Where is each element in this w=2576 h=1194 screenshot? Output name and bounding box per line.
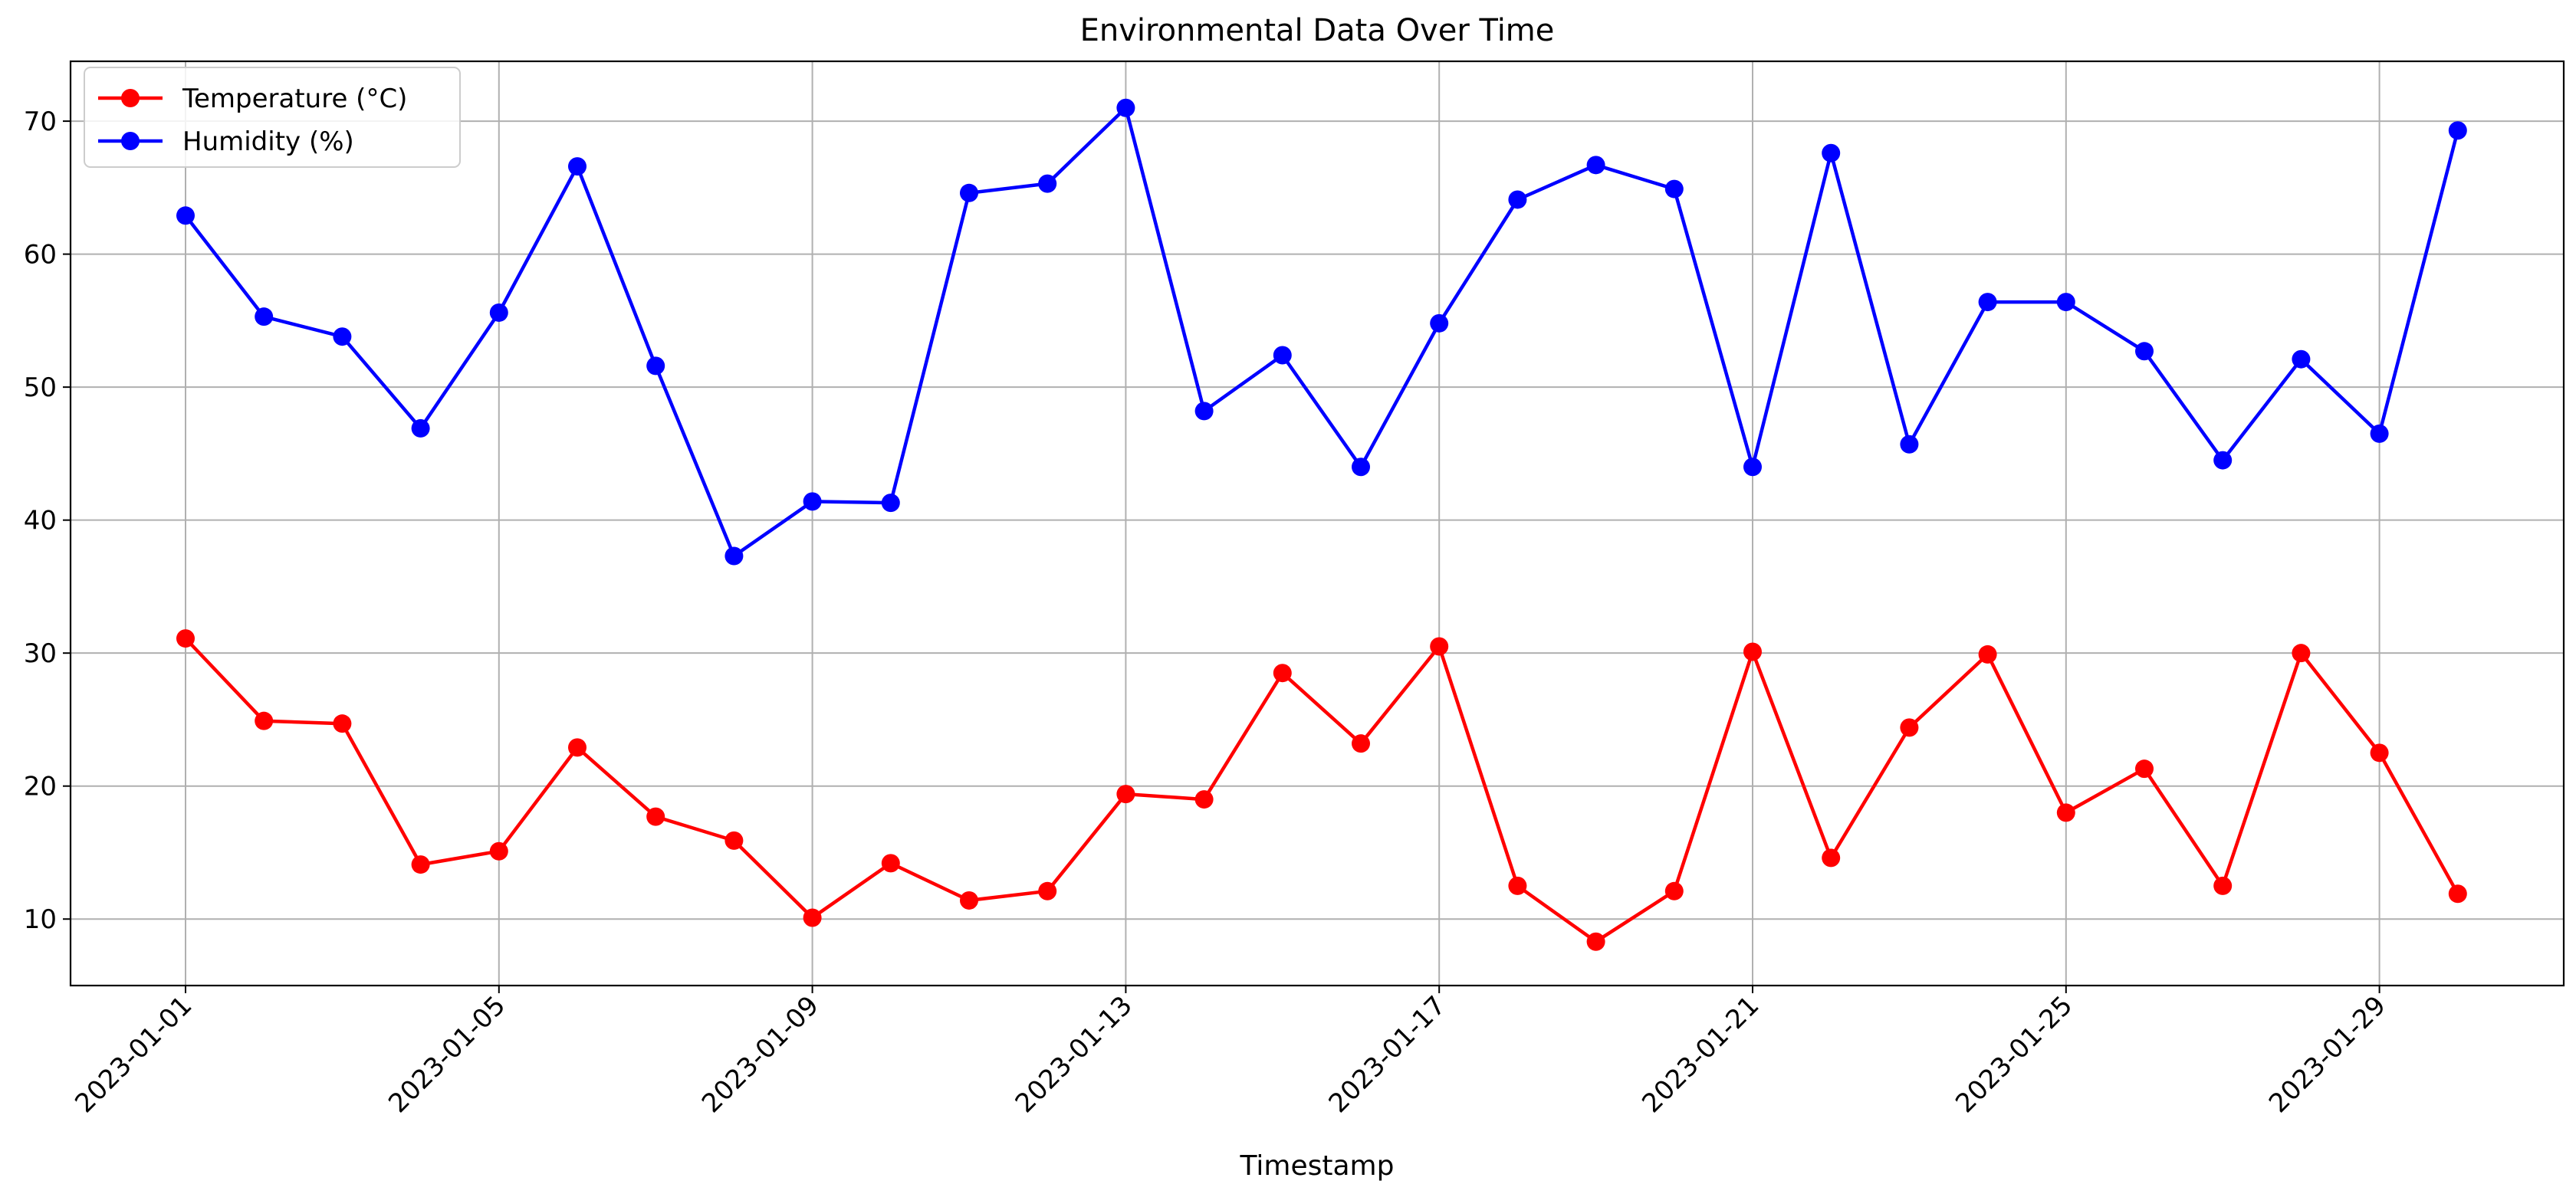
data-point: [568, 738, 586, 757]
y-tick-label: 10: [24, 904, 57, 935]
data-point: [1664, 179, 1684, 198]
data-point: [1273, 664, 1292, 683]
data-point: [2292, 349, 2311, 369]
data-point: [1038, 174, 1057, 193]
data-point: [724, 546, 744, 566]
x-axis-label: Timestamp: [1240, 1150, 1395, 1182]
data-point: [333, 327, 352, 346]
legend-label: Temperature (°C): [182, 84, 407, 114]
data-point: [1822, 848, 1841, 868]
legend-box: [84, 67, 461, 168]
data-point: [1430, 313, 1449, 333]
data-point: [176, 629, 195, 648]
series-line-temperature: [184, 637, 2459, 943]
y-tick-label: 60: [24, 240, 57, 271]
data-point: [1900, 435, 1919, 454]
data-point: [1822, 143, 1841, 162]
data-point: [255, 711, 274, 730]
data-point: [803, 908, 822, 927]
y-tick-label: 40: [24, 506, 57, 536]
data-point: [881, 854, 900, 873]
data-point: [1038, 881, 1057, 900]
data-point: [411, 855, 430, 874]
data-point: [333, 714, 352, 733]
data-point: [1116, 98, 1135, 117]
data-point: [2448, 884, 2467, 904]
legend-marker: [121, 89, 140, 107]
series-layer: [176, 98, 2467, 951]
y-tick-label: 20: [24, 772, 57, 802]
data-point: [1743, 458, 1762, 477]
data-point: [1508, 190, 1527, 209]
plot-frame: [69, 60, 2565, 987]
data-point: [960, 183, 978, 202]
legend-marker: [121, 132, 140, 150]
data-point: [255, 307, 274, 326]
data-point: [1273, 346, 1292, 365]
data-point: [1194, 402, 1214, 421]
y-tick-label: 70: [24, 107, 57, 137]
data-point: [1508, 876, 1527, 895]
data-point: [881, 494, 900, 513]
y-tick-label: 50: [24, 372, 57, 403]
data-point: [2213, 876, 2233, 895]
data-point: [1430, 637, 1449, 656]
data-point: [1978, 293, 1997, 312]
data-point: [646, 356, 665, 376]
legend-label: Humidity (%): [182, 126, 354, 157]
data-point: [568, 157, 586, 176]
data-point: [1352, 458, 1370, 477]
data-point: [1116, 785, 1135, 804]
data-point: [2135, 342, 2154, 361]
data-point: [411, 418, 430, 438]
data-point: [1586, 156, 1605, 175]
data-point: [2135, 759, 2154, 779]
data-point: [2448, 121, 2467, 140]
data-point: [1900, 718, 1919, 737]
data-point: [2370, 424, 2389, 443]
data-point: [1664, 881, 1684, 900]
series-line-humidity: [184, 106, 2459, 558]
data-point: [1743, 642, 1762, 661]
data-point: [960, 891, 978, 910]
legend: Temperature (°C) Humidity (%): [84, 67, 461, 168]
data-point: [1586, 932, 1605, 951]
data-point: [1352, 734, 1370, 753]
chart-title: Environmental Data Over Time: [1080, 13, 1555, 48]
data-point: [2213, 451, 2233, 470]
data-point: [2056, 293, 2075, 312]
y-tick-label: 30: [24, 638, 57, 669]
data-point: [2370, 743, 2389, 763]
data-point: [646, 807, 665, 826]
data-point: [489, 303, 508, 322]
data-point: [176, 206, 195, 225]
data-point: [724, 831, 744, 850]
data-point: [2056, 803, 2075, 822]
data-point: [489, 841, 508, 861]
grid: [71, 61, 2564, 986]
data-point: [2292, 644, 2311, 663]
data-point: [1978, 645, 1997, 664]
data-point: [1194, 790, 1214, 809]
data-point: [803, 492, 822, 511]
